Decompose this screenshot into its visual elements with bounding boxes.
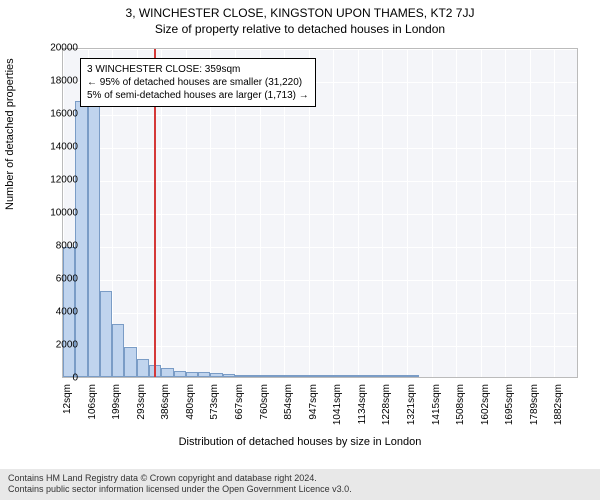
histogram-bar: [124, 347, 136, 377]
y-axis-title: Number of detached properties: [4, 58, 16, 210]
x-tick-label: 1508sqm: [455, 384, 466, 434]
gridline-h: [63, 247, 577, 248]
x-tick-label: 1041sqm: [332, 384, 343, 434]
x-tick-label: 1882sqm: [553, 384, 564, 434]
gridline-h: [63, 148, 577, 149]
x-tick-label: 480sqm: [185, 384, 196, 434]
histogram-bar: [112, 324, 124, 377]
histogram-bar: [137, 359, 149, 377]
histogram-bar: [174, 371, 186, 377]
histogram-bar: [309, 375, 321, 377]
histogram-bar: [370, 375, 382, 377]
page-subtitle: Size of property relative to detached ho…: [0, 22, 600, 36]
histogram-bar: [296, 375, 308, 377]
footer-line2: Contains public sector information licen…: [8, 484, 592, 496]
gridline-v: [407, 49, 408, 377]
x-tick-label: 199sqm: [111, 384, 122, 434]
y-tick-label: 12000: [28, 175, 78, 186]
y-tick-label: 20000: [28, 43, 78, 54]
gridline-v: [382, 49, 383, 377]
x-tick-label: 1321sqm: [406, 384, 417, 434]
x-tick-label: 1415sqm: [431, 384, 442, 434]
y-tick-label: 8000: [28, 241, 78, 252]
histogram-bar: [395, 375, 407, 377]
gridline-h: [63, 313, 577, 314]
chart: 3 WINCHESTER CLOSE: 359sqm← 95% of detac…: [62, 48, 578, 378]
x-axis-title: Distribution of detached houses by size …: [0, 436, 600, 448]
title-block: 3, WINCHESTER CLOSE, KINGSTON UPON THAME…: [0, 0, 600, 36]
x-tick-label: 1602sqm: [480, 384, 491, 434]
histogram-bar: [88, 101, 100, 377]
histogram-bar: [407, 375, 419, 377]
gridline-v: [333, 49, 334, 377]
histogram-bar: [284, 375, 296, 377]
gridline-v: [432, 49, 433, 377]
annotation-line: 3 WINCHESTER CLOSE: 359sqm: [87, 63, 309, 76]
x-tick-label: 1228sqm: [381, 384, 392, 434]
histogram-bar: [333, 375, 345, 377]
histogram-bar: [186, 372, 198, 377]
y-tick-label: 4000: [28, 307, 78, 318]
gridline-v: [456, 49, 457, 377]
gridline-v: [481, 49, 482, 377]
histogram-bar: [198, 372, 210, 377]
annotation-line: 5% of semi-detached houses are larger (1…: [87, 89, 309, 102]
x-tick-label: 12sqm: [62, 384, 73, 434]
x-tick-label: 106sqm: [87, 384, 98, 434]
histogram-bar: [382, 375, 394, 377]
x-tick-label: 1789sqm: [529, 384, 540, 434]
gridline-h: [63, 49, 577, 50]
histogram-bar: [100, 291, 112, 377]
y-tick-label: 0: [28, 373, 78, 384]
y-tick-label: 16000: [28, 109, 78, 120]
histogram-bar: [161, 368, 173, 377]
histogram-bar: [223, 374, 235, 377]
histogram-bar: [260, 375, 272, 377]
gridline-v: [358, 49, 359, 377]
x-tick-label: 947sqm: [308, 384, 319, 434]
x-tick-label: 386sqm: [160, 384, 171, 434]
x-tick-label: 760sqm: [259, 384, 270, 434]
gridline-h: [63, 115, 577, 116]
histogram-bar: [235, 375, 247, 377]
y-tick-label: 18000: [28, 76, 78, 87]
histogram-bar: [210, 373, 222, 377]
histogram-bar: [247, 375, 259, 377]
y-tick-label: 6000: [28, 274, 78, 285]
x-tick-label: 1695sqm: [504, 384, 515, 434]
histogram-bar: [358, 375, 370, 377]
gridline-h: [63, 280, 577, 281]
gridline-v: [530, 49, 531, 377]
x-tick-label: 854sqm: [283, 384, 294, 434]
histogram-bar: [321, 375, 333, 377]
annotation-box: 3 WINCHESTER CLOSE: 359sqm← 95% of detac…: [80, 58, 316, 107]
histogram-bar: [272, 375, 284, 377]
y-tick-label: 10000: [28, 208, 78, 219]
y-tick-label: 2000: [28, 340, 78, 351]
gridline-h: [63, 346, 577, 347]
page-title: 3, WINCHESTER CLOSE, KINGSTON UPON THAME…: [0, 6, 600, 20]
x-tick-label: 573sqm: [209, 384, 220, 434]
x-tick-label: 1134sqm: [357, 384, 368, 434]
gridline-h: [63, 379, 577, 380]
footer: Contains HM Land Registry data © Crown c…: [0, 469, 600, 500]
x-tick-label: 667sqm: [234, 384, 245, 434]
footer-line1: Contains HM Land Registry data © Crown c…: [8, 473, 592, 485]
gridline-v: [505, 49, 506, 377]
gridline-h: [63, 181, 577, 182]
y-tick-label: 14000: [28, 142, 78, 153]
gridline-h: [63, 214, 577, 215]
gridline-v: [554, 49, 555, 377]
histogram-bar: [346, 375, 358, 377]
annotation-line: ← 95% of detached houses are smaller (31…: [87, 76, 309, 89]
x-tick-label: 293sqm: [136, 384, 147, 434]
